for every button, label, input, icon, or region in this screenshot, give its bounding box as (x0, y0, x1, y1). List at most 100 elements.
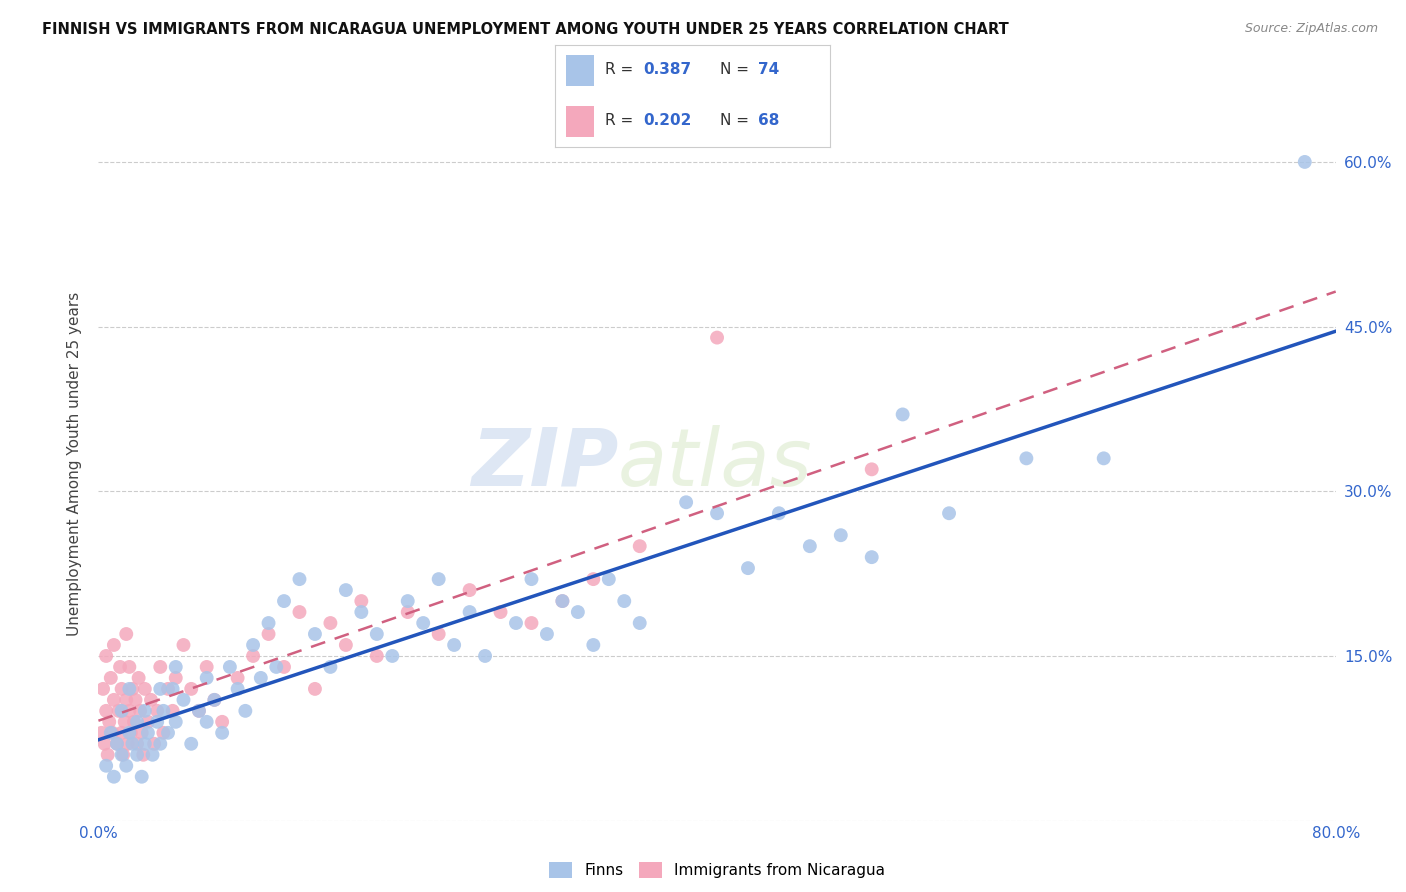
Point (90, 726, 112, 740)
Point (1294, 155, 1316, 169)
Point (551, 594, 574, 608)
Point (103, 693, 125, 707)
Point (146, 704, 169, 718)
Point (195, 714, 218, 729)
Point (120, 726, 142, 740)
Point (350, 605, 373, 619)
Text: Source: ZipAtlas.com: Source: ZipAtlas.com (1244, 22, 1378, 36)
Point (105, 737, 128, 751)
Point (598, 572, 620, 586)
Point (180, 681, 202, 696)
Point (891, 408, 914, 422)
Point (111, 726, 134, 740)
Point (226, 681, 249, 696)
Point (149, 737, 172, 751)
Point (97, 747, 120, 762)
Point (157, 726, 180, 740)
Point (628, 615, 651, 630)
Point (136, 726, 159, 740)
Point (266, 660, 288, 674)
Point (304, 681, 326, 696)
Point (91, 681, 114, 696)
Point (195, 660, 218, 674)
Point (136, 714, 159, 729)
Point (142, 747, 165, 762)
Point (134, 737, 156, 751)
Point (108, 660, 131, 674)
Point (474, 648, 496, 663)
Point (366, 627, 388, 641)
Y-axis label: Unemployment Among Youth under 25 years: Unemployment Among Youth under 25 years (67, 292, 83, 636)
Point (124, 693, 146, 707)
Point (211, 726, 233, 740)
Point (165, 671, 187, 685)
Text: R =: R = (605, 62, 638, 77)
Point (335, 583, 357, 598)
Point (149, 660, 172, 674)
Point (139, 693, 162, 707)
Point (188, 704, 211, 718)
Point (118, 660, 141, 674)
Point (288, 572, 311, 586)
Point (443, 638, 465, 652)
Point (111, 704, 134, 718)
Point (122, 714, 145, 729)
Point (112, 747, 135, 762)
Point (582, 572, 605, 586)
Point (173, 638, 195, 652)
Point (127, 747, 149, 762)
Point (93, 737, 115, 751)
Text: N =: N = (720, 62, 754, 77)
Point (505, 615, 527, 630)
Point (211, 714, 233, 729)
Point (180, 737, 202, 751)
Text: 68: 68 (758, 113, 780, 128)
Point (250, 671, 273, 685)
Point (96, 758, 118, 772)
Point (121, 681, 143, 696)
Point (131, 770, 153, 784)
Point (551, 594, 574, 608)
Point (143, 737, 166, 751)
Point (127, 737, 149, 751)
Point (96, 648, 118, 663)
Text: atlas: atlas (619, 425, 813, 503)
Point (105, 737, 128, 751)
FancyBboxPatch shape (567, 106, 593, 137)
Point (257, 627, 280, 641)
Point (536, 627, 558, 641)
Point (152, 726, 174, 740)
Point (319, 615, 342, 630)
FancyBboxPatch shape (567, 55, 593, 86)
Point (107, 704, 129, 718)
Point (235, 704, 257, 718)
Point (458, 605, 481, 619)
Point (257, 615, 280, 630)
Point (115, 627, 138, 641)
Point (162, 681, 184, 696)
Point (152, 704, 174, 718)
Point (114, 714, 136, 729)
Point (173, 693, 195, 707)
Text: 0.202: 0.202 (643, 113, 692, 128)
Point (132, 747, 155, 762)
Point (118, 681, 141, 696)
Point (830, 528, 852, 542)
Point (162, 704, 184, 718)
Text: R =: R = (605, 113, 638, 128)
Point (121, 737, 143, 751)
Point (242, 638, 264, 652)
Point (100, 671, 122, 685)
Point (675, 495, 697, 509)
Point (335, 638, 357, 652)
Point (489, 605, 512, 619)
Point (304, 627, 326, 641)
Point (134, 704, 156, 718)
Point (381, 648, 404, 663)
Point (98, 714, 121, 729)
Point (100, 726, 122, 740)
Point (204, 693, 226, 707)
Point (103, 770, 125, 784)
Point (131, 726, 153, 740)
Point (427, 572, 450, 586)
